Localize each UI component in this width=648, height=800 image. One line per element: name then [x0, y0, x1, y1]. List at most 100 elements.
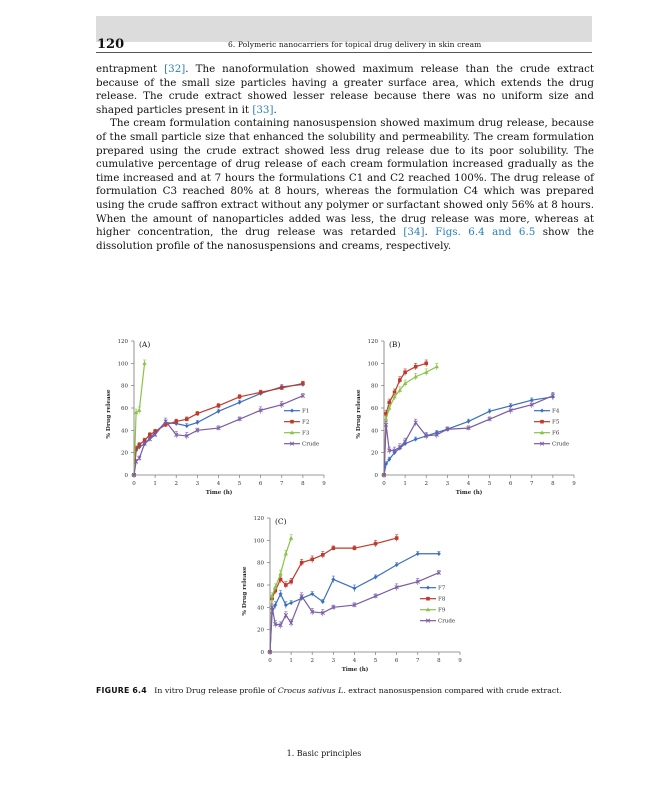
- y-tick-label: 100: [254, 538, 265, 544]
- y-tick-label: 20: [257, 628, 264, 634]
- data-point: [397, 387, 403, 392]
- citation-link[interactable]: [33]: [252, 103, 274, 116]
- series-crude: Crude: [381, 392, 569, 478]
- data-point: [237, 417, 242, 422]
- x-tick-label: 7: [280, 481, 284, 487]
- x-tick-label: 9: [458, 658, 462, 664]
- running-head: 6. Polymeric nanocarriers for topical dr…: [228, 40, 482, 49]
- x-tick-label: 8: [551, 481, 555, 487]
- x-tick-label: 5: [488, 481, 492, 487]
- y-tick-label: 80: [257, 561, 264, 567]
- paragraph-2: The cream formulation containing nanosus…: [96, 117, 594, 252]
- x-tick-label: 9: [322, 481, 326, 487]
- data-point: [508, 408, 513, 413]
- data-point: [403, 370, 407, 375]
- y-tick-label: 20: [371, 451, 378, 457]
- data-point: [289, 600, 294, 605]
- series-f2: F2: [132, 380, 309, 477]
- data-point: [387, 400, 392, 405]
- data-point: [310, 557, 315, 562]
- x-tick-label: 0: [382, 481, 386, 487]
- page-footer: 1. Basic principles: [286, 749, 362, 758]
- data-point: [283, 551, 289, 556]
- citation-link[interactable]: [34]: [403, 226, 425, 239]
- data-point: [392, 394, 397, 399]
- data-point: [289, 579, 293, 584]
- data-point: [424, 433, 429, 439]
- data-point: [540, 408, 544, 413]
- data-point: [184, 417, 189, 421]
- y-tick-label: 80: [371, 384, 378, 390]
- data-point: [392, 390, 397, 395]
- data-point: [288, 535, 294, 540]
- data-point: [290, 408, 294, 413]
- data-point: [436, 551, 441, 556]
- y-tick-label: 0: [375, 473, 379, 479]
- series-f3: F3: [131, 359, 310, 477]
- data-point: [133, 410, 139, 415]
- y-tick-label: 120: [118, 339, 129, 345]
- x-tick-label: 4: [467, 481, 471, 487]
- data-point: [387, 448, 392, 453]
- data-point: [137, 407, 142, 412]
- legend-label: Crude: [552, 442, 569, 448]
- data-point: [398, 378, 402, 382]
- data-point: [216, 409, 221, 414]
- data-point: [278, 571, 283, 576]
- x-tick-label: 5: [374, 658, 378, 664]
- figure-link[interactable]: Figs. 6.4 and 6.5: [435, 226, 536, 239]
- data-point: [540, 419, 544, 424]
- y-tick-label: 80: [121, 384, 128, 390]
- y-tick-label: 60: [257, 583, 264, 589]
- data-point: [487, 409, 492, 414]
- chart-panel-b: 0 20 40 60 80 100 120 0 1 2 3 4 5 6 7 8 9 Time (h) % Drug …: [356, 339, 576, 496]
- data-point: [539, 430, 545, 435]
- data-point: [384, 411, 388, 416]
- data-point: [320, 610, 325, 616]
- data-point: [425, 618, 431, 623]
- data-point: [267, 649, 273, 655]
- data-point: [278, 623, 283, 628]
- data-point: [273, 584, 278, 589]
- data-point: [278, 577, 283, 582]
- series-f5: F5: [382, 359, 560, 477]
- x-tick-label: 1: [289, 658, 293, 664]
- series-line: [383, 395, 554, 476]
- x-tick-label: 5: [238, 481, 242, 487]
- data-point: [434, 432, 439, 437]
- x-tick-label: 6: [259, 481, 263, 487]
- x-tick-label: 0: [268, 658, 272, 664]
- panel-label: (C): [275, 517, 287, 526]
- x-tick-label: 2: [424, 481, 428, 487]
- data-point: [310, 609, 315, 614]
- data-point: [320, 553, 325, 557]
- data-point: [152, 432, 158, 437]
- data-point: [529, 402, 534, 407]
- figure-caption: FIGURE 6.4 In vitro Drug release profile…: [96, 686, 562, 695]
- x-tick-label: 8: [437, 658, 441, 664]
- data-point: [383, 422, 389, 427]
- series-line: [383, 366, 438, 476]
- data-point: [402, 381, 408, 386]
- data-point: [131, 472, 137, 478]
- legend-label: F1: [302, 409, 309, 415]
- data-point: [133, 459, 139, 464]
- data-point: [299, 560, 304, 565]
- citation-link[interactable]: [32]: [164, 63, 186, 75]
- data-point: [184, 433, 189, 439]
- y-tick-label: 0: [125, 473, 129, 479]
- series-f6: F6: [381, 363, 560, 477]
- x-axis-label: Time (h): [456, 489, 483, 496]
- data-point: [426, 596, 430, 601]
- data-point: [424, 361, 429, 366]
- y-tick-label: 40: [257, 605, 264, 611]
- legend-label: F8: [438, 597, 446, 603]
- data-point: [283, 603, 288, 608]
- data-point: [195, 420, 200, 425]
- data-point: [426, 585, 430, 590]
- y-axis-label: % Drug release: [242, 566, 248, 616]
- x-tick-label: 9: [572, 481, 576, 487]
- x-tick-label: 1: [403, 481, 407, 487]
- x-tick-label: 8: [301, 481, 305, 487]
- series-f8: F8: [268, 534, 446, 654]
